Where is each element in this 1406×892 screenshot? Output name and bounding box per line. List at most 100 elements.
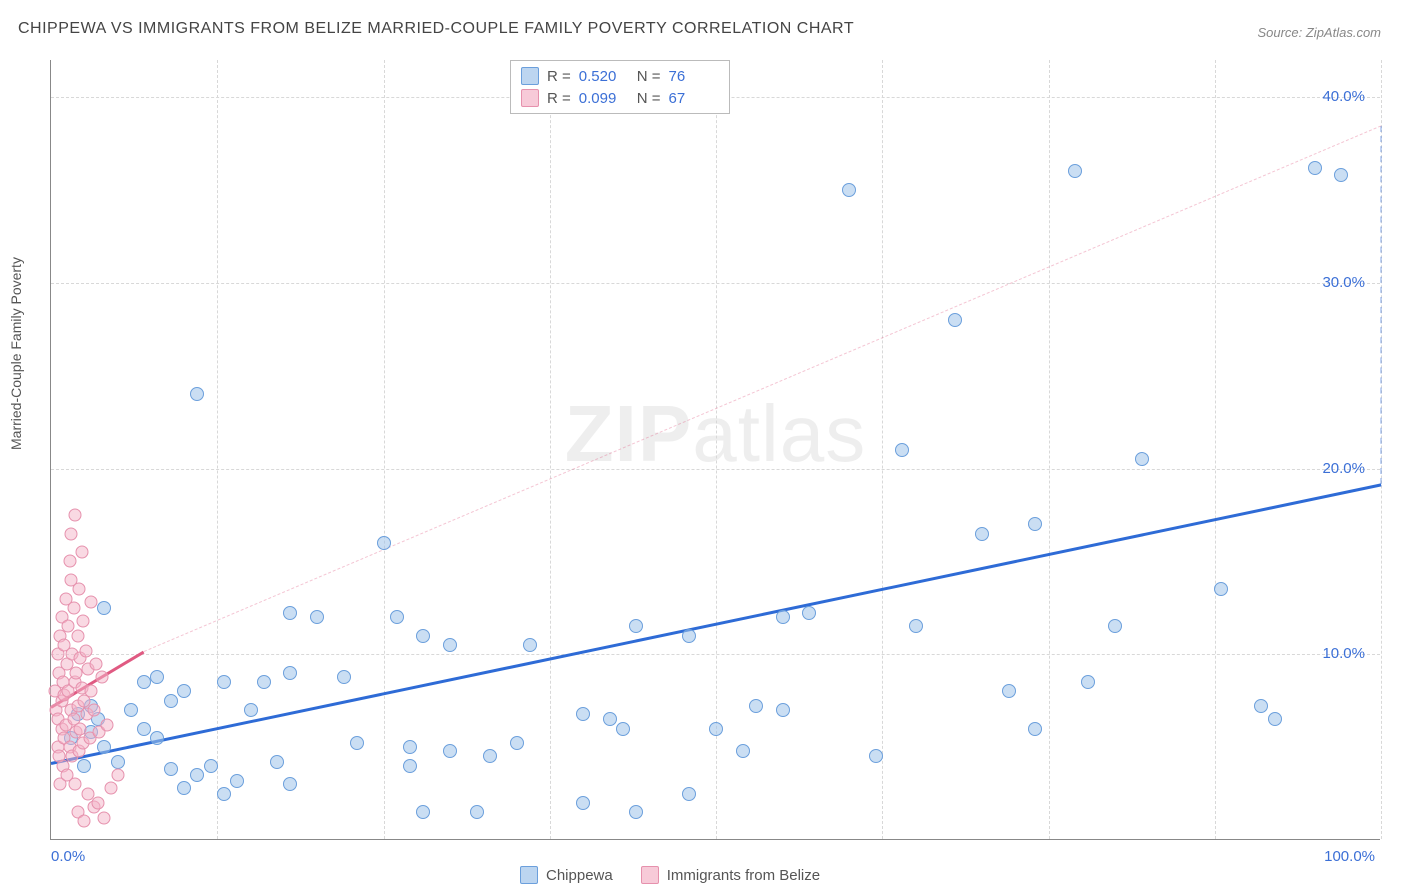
data-point [616, 722, 630, 736]
data-point [84, 685, 97, 698]
data-point [100, 718, 113, 731]
data-point [244, 703, 258, 717]
data-point [257, 675, 271, 689]
data-point [390, 610, 404, 624]
data-point [1254, 699, 1268, 713]
legend-swatch [520, 866, 538, 884]
data-point [682, 629, 696, 643]
data-point [95, 670, 108, 683]
data-point [230, 774, 244, 788]
data-point [76, 614, 89, 627]
data-point [1135, 452, 1149, 466]
data-point [1308, 161, 1322, 175]
data-point [842, 183, 856, 197]
data-point [98, 811, 111, 824]
data-point [111, 755, 125, 769]
data-point [190, 387, 204, 401]
scatter-plot: ZIPatlas 10.0%20.0%30.0%40.0%0.0%100.0% [50, 60, 1380, 840]
data-point [1081, 675, 1095, 689]
source-attribution: Source: ZipAtlas.com [1257, 25, 1381, 40]
data-point [164, 762, 178, 776]
series-legend: Chippewa Immigrants from Belize [520, 866, 820, 884]
data-point [111, 769, 124, 782]
x-tick-label-min: 0.0% [51, 848, 85, 865]
data-point [403, 740, 417, 754]
data-point [91, 796, 104, 809]
data-point [310, 610, 324, 624]
data-point [68, 509, 81, 522]
data-point [97, 740, 111, 754]
data-point [1268, 712, 1282, 726]
r-label: R = [547, 90, 571, 107]
data-point [416, 805, 430, 819]
data-point [749, 699, 763, 713]
data-point [576, 707, 590, 721]
data-point [1334, 168, 1348, 182]
data-point [72, 583, 85, 596]
gridline-v [384, 60, 385, 839]
data-point [443, 744, 457, 758]
r-value: 0.099 [579, 90, 629, 107]
data-point [84, 596, 97, 609]
data-point [75, 546, 88, 559]
data-point [802, 606, 816, 620]
data-point [283, 777, 297, 791]
data-point [124, 703, 138, 717]
data-point [682, 787, 696, 801]
data-point [71, 629, 84, 642]
data-point [68, 778, 81, 791]
gridline-v [1215, 60, 1216, 839]
data-point [975, 527, 989, 541]
data-point [177, 781, 191, 795]
legend-swatch [521, 89, 539, 107]
y-tick-label: 30.0% [1322, 274, 1365, 291]
data-point [90, 657, 103, 670]
data-point [443, 638, 457, 652]
n-value: 67 [669, 90, 719, 107]
data-point [603, 712, 617, 726]
data-point [709, 722, 723, 736]
data-point [190, 768, 204, 782]
data-point [77, 759, 91, 773]
data-point [79, 644, 92, 657]
data-point [283, 666, 297, 680]
data-point [67, 601, 80, 614]
data-point [137, 722, 151, 736]
y-tick-label: 40.0% [1322, 88, 1365, 105]
n-label: N = [637, 68, 661, 85]
correlation-stats-legend: R =0.520N =76R =0.099N =67 [510, 60, 730, 114]
data-point [470, 805, 484, 819]
legend-item: Immigrants from Belize [641, 866, 820, 884]
chart-title: CHIPPEWA VS IMMIGRANTS FROM BELIZE MARRI… [18, 20, 854, 38]
data-point [337, 670, 351, 684]
data-point [270, 755, 284, 769]
n-label: N = [637, 90, 661, 107]
data-point [64, 527, 77, 540]
legend-swatch [641, 866, 659, 884]
gridline-v [217, 60, 218, 839]
r-label: R = [547, 68, 571, 85]
data-point [1002, 684, 1016, 698]
legend-label: Immigrants from Belize [667, 867, 820, 884]
data-point [1068, 164, 1082, 178]
data-point [576, 796, 590, 810]
data-point [483, 749, 497, 763]
gridline-v [550, 60, 551, 839]
data-point [164, 694, 178, 708]
data-point [403, 759, 417, 773]
data-point [87, 704, 100, 717]
data-point [416, 629, 430, 643]
data-point [510, 736, 524, 750]
data-point [78, 815, 91, 828]
data-point [736, 744, 750, 758]
data-point [350, 736, 364, 750]
data-point [948, 313, 962, 327]
data-point [523, 638, 537, 652]
x-tick-label-max: 100.0% [1324, 848, 1375, 865]
legend-label: Chippewa [546, 867, 613, 884]
data-point [869, 749, 883, 763]
data-point [104, 782, 117, 795]
data-point [204, 759, 218, 773]
data-point [629, 805, 643, 819]
data-point [63, 555, 76, 568]
